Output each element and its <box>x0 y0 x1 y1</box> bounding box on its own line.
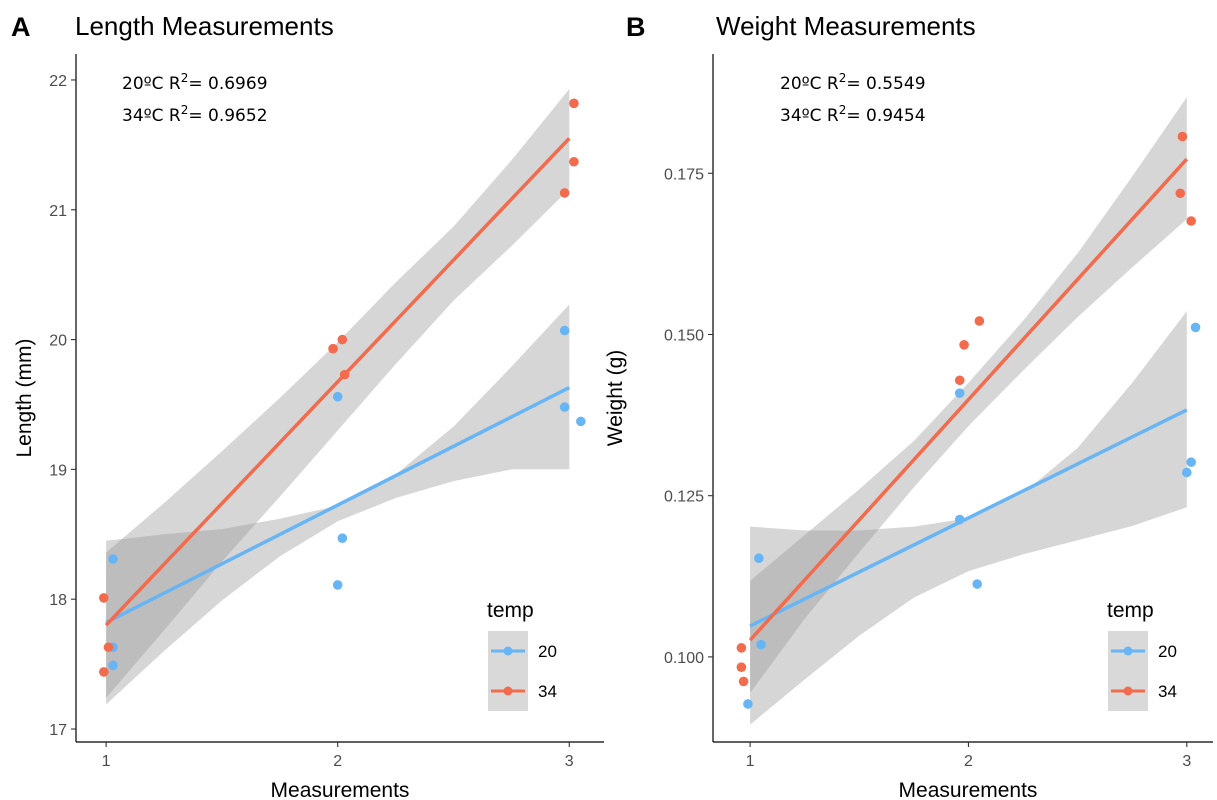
panel-a-point-34-3 <box>98 667 109 677</box>
panel-b-x-axis-title: Measurements <box>899 779 1038 800</box>
panel-b-point-20-8 <box>1186 457 1196 467</box>
panel-a-point-20-8 <box>559 402 570 412</box>
panel-b-x-ticks: 1 2 3 <box>746 742 1191 770</box>
panel-a-legend-label-20: 20 <box>538 642 557 661</box>
panel-b-band-34 <box>750 97 1187 693</box>
panel-a-r2-20: 20ºC R2= 0.6969 <box>122 71 268 94</box>
panel-a-point-20-3 <box>108 660 118 671</box>
panel-a-y-axis-title: Length (mm) <box>13 338 36 457</box>
panel-a-letter: A <box>11 12 31 42</box>
panel-a-point-34-2 <box>103 642 114 653</box>
panel-b-point-34-6 <box>974 316 985 326</box>
panel-a-legend: temp 20 34 <box>487 599 557 711</box>
panel-b-point-20-4 <box>954 388 965 398</box>
panel-a-point-20-6 <box>332 580 343 590</box>
panel-b-point-34-9 <box>1186 216 1196 226</box>
panel-b: B Weight Measurements 0.1000.1250.1500.1… <box>604 11 1213 800</box>
panel-b-fit-lines <box>748 157 1189 642</box>
panel-a-point-34-4 <box>328 343 338 354</box>
panel-a-y-tick-label-18: 18 <box>49 592 67 609</box>
panel-a-x-tick-label-3: 3 <box>565 753 574 770</box>
panel-b-legend-key-20-point <box>1123 646 1133 656</box>
panel-a-point-20-5 <box>337 533 348 543</box>
panel-b-point-20-7 <box>1190 322 1201 333</box>
panel-a-point-20-1 <box>108 554 118 564</box>
panel-a-legend-label-34: 34 <box>538 682 557 701</box>
panel-b-point-34-1 <box>736 643 747 653</box>
panel-a-fit-line-20 <box>105 386 571 625</box>
panel-b-band-20 <box>750 311 1187 725</box>
panel-b-r2-20: 20ºC R2= 0.5549 <box>780 71 926 94</box>
panel-b-x-tick-label-1: 1 <box>746 753 755 770</box>
panel-b-y-tick-label-0.100: 0.100 <box>664 650 704 667</box>
panel-b-point-34-4 <box>954 375 965 386</box>
panel-a-point-20-4 <box>332 391 343 402</box>
panel-b-point-34-3 <box>738 676 749 687</box>
panel-a-point-34-8 <box>569 156 579 167</box>
panel-a-point-34-6 <box>339 369 350 380</box>
panel-b-points <box>736 131 1201 709</box>
panel-a-legend-key-34-point <box>503 686 513 696</box>
panel-a-x-tick-label-2: 2 <box>333 753 342 770</box>
panel-b-point-20-3 <box>743 699 753 709</box>
panel-b-y-ticks: 0.100 0.125 0.150 0.175 <box>664 166 713 667</box>
panel-a-point-20-9 <box>576 416 586 427</box>
panel-a-y-ticks: 17 18 19 20 21 22 <box>49 73 76 739</box>
panel-b-point-20-2 <box>756 639 766 650</box>
panel-b-legend: temp 20 34 <box>1107 599 1177 711</box>
panel-a-title: Length Measurements <box>75 11 334 41</box>
panel-b-point-34-5 <box>959 340 969 350</box>
panel-a-legend-title: temp <box>487 599 534 622</box>
panel-a-point-34-9 <box>559 188 570 198</box>
panel-b-y-tick-label-0.150: 0.150 <box>664 327 704 344</box>
panel-b-legend-label-20: 20 <box>1158 642 1177 661</box>
panel-b-point-34-2 <box>736 662 747 673</box>
panel-b-x-tick-label-3: 3 <box>1182 753 1191 770</box>
panel-b-y-axis-title: Weight (g) <box>604 350 627 446</box>
panel-b-letter: B <box>626 12 646 42</box>
panel-b-legend-key-34-point <box>1123 686 1133 696</box>
panel-a-point-20-7 <box>559 325 570 336</box>
panel-a-y-tick-label-19: 19 <box>49 462 67 479</box>
panel-a-y-tick-label-20: 20 <box>49 333 67 350</box>
panel-b-legend-label-34: 34 <box>1158 682 1177 701</box>
panel-a-x-axis-title: Measurements <box>271 779 410 800</box>
panel-a-y-tick-label-17: 17 <box>49 722 67 739</box>
panel-b-point-20-1 <box>754 553 764 564</box>
panel-a-x-tick-label-1: 1 <box>102 753 111 770</box>
panel-b-fit-line-34 <box>748 157 1189 642</box>
panel-a-legend-key-20-point <box>503 646 513 656</box>
panel-a-fit-lines <box>104 137 571 627</box>
panel-b-r2-34: 34ºC R2= 0.9454 <box>780 103 926 126</box>
panel-b-x-tick-label-2: 2 <box>964 753 973 770</box>
panel-b-y-tick-label-0.175: 0.175 <box>664 166 704 183</box>
panel-b-legend-title: temp <box>1107 599 1154 622</box>
panel-b-fit-line-20 <box>749 408 1188 628</box>
panel-b-title: Weight Measurements <box>716 11 976 41</box>
panel-a-points <box>98 98 586 677</box>
panel-b-point-34-8 <box>1175 188 1186 199</box>
panel-a-point-34-1 <box>98 593 109 603</box>
panel-a-point-34-5 <box>337 334 348 345</box>
panel-b-point-20-5 <box>954 514 965 525</box>
panel-b-y-tick-label-0.125: 0.125 <box>664 489 704 506</box>
panel-b-point-34-7 <box>1177 131 1188 142</box>
panel-a-fit-line-34 <box>104 137 571 627</box>
panel-b-point-20-6 <box>972 579 982 589</box>
panel-a: A Length Measurements 17 18 19 20 21 22 1 2 3 M… <box>11 11 604 800</box>
panel-b-point-20-9 <box>1181 467 1192 478</box>
panel-a-y-tick-label-21: 21 <box>49 203 67 220</box>
panel-b-confidence-bands <box>750 97 1187 725</box>
panel-a-y-tick-label-22: 22 <box>49 73 67 90</box>
panel-a-point-34-7 <box>569 98 579 109</box>
panel-a-x-ticks: 1 2 3 <box>102 742 574 770</box>
panel-a-r2-34: 34ºC R2= 0.9652 <box>122 103 268 126</box>
